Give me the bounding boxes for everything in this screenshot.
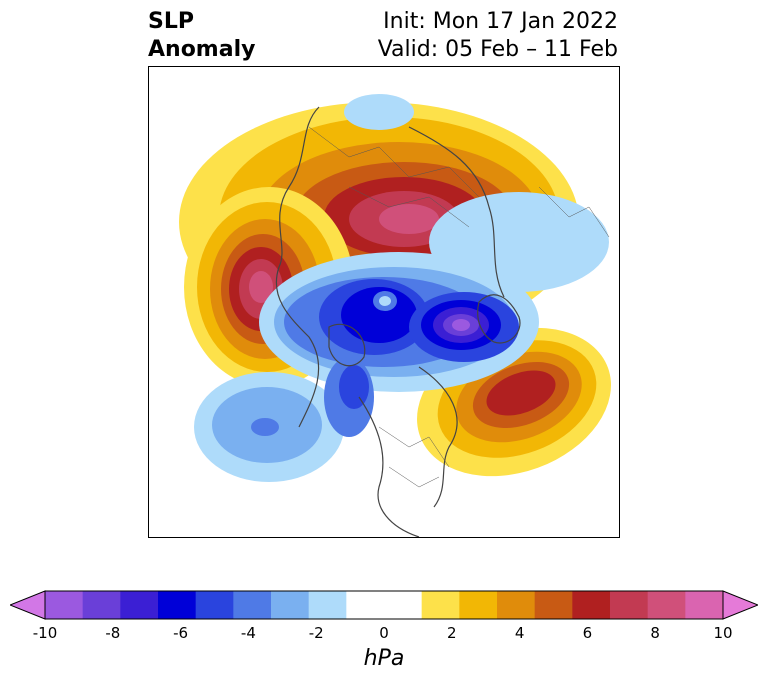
- colorbar-tick-label: -4: [240, 624, 256, 642]
- colorbar-tick-label: 8: [650, 624, 660, 642]
- colorbar-cell: [82, 591, 121, 619]
- colorbar-tick-label: 4: [514, 624, 525, 642]
- colorbar-tick-label: -8: [105, 624, 121, 642]
- colorbar-tick-label: -6: [173, 624, 189, 642]
- anomaly-map: [148, 66, 620, 538]
- colorbar-cell: [384, 591, 423, 619]
- colorbar-tick-label: 10: [713, 624, 733, 642]
- colorbar-cell: [45, 591, 84, 619]
- colorbar-cell: [647, 591, 686, 619]
- colorbar-cell: [195, 591, 234, 619]
- colorbar-tick-label: 0: [379, 624, 389, 642]
- valid-dates: Valid: 05 Feb – 11 Feb: [377, 37, 618, 62]
- colorbar: [10, 590, 758, 620]
- colorbar-cell: [158, 591, 197, 619]
- anomaly-atlantic-high: [417, 327, 611, 477]
- colorbar-cell: [685, 591, 724, 619]
- political-borders: [308, 126, 610, 488]
- title-line-1: SLP: [148, 9, 194, 34]
- colorbar-cell: [572, 591, 611, 619]
- colorbar-tick-label: 2: [447, 624, 457, 642]
- colorbar-tick-label: -2: [308, 624, 324, 642]
- colorbar-unit: hPa: [363, 646, 405, 671]
- map-canvas: [179, 94, 611, 537]
- colorbar-cell: [271, 591, 310, 619]
- chart-title: SLP Anomaly: [148, 8, 255, 64]
- colorbar-cell: [421, 591, 460, 619]
- colorbar-cell: [610, 591, 649, 619]
- colorbar-tick-label: -10: [32, 624, 58, 642]
- colorbar-cell: [534, 591, 573, 619]
- colorbar-cell: [120, 591, 159, 619]
- anomaly-pacific-low: [194, 372, 344, 482]
- colorbar-max-extend: [722, 590, 758, 620]
- colorbar-outline: [44, 590, 724, 620]
- colorbar-tick-label: 6: [582, 624, 593, 642]
- colorbar-cell: [459, 591, 498, 619]
- colorbar-min-extend: [10, 590, 46, 620]
- colorbar-cell: [497, 591, 536, 619]
- colorbar-cell: [233, 591, 272, 619]
- init-date: Init: Mon 17 Jan 2022: [383, 9, 618, 34]
- colorbar-cell: [308, 591, 347, 619]
- colorbar-cells: [45, 591, 724, 619]
- anomaly-greenland-low: [409, 292, 519, 362]
- coastlines: [275, 106, 521, 537]
- colorbar-cell: [346, 591, 385, 619]
- forecast-dates: Init: Mon 17 Jan 2022 Valid: 05 Feb – 11…: [378, 8, 618, 64]
- title-line-2: Anomaly: [148, 37, 256, 62]
